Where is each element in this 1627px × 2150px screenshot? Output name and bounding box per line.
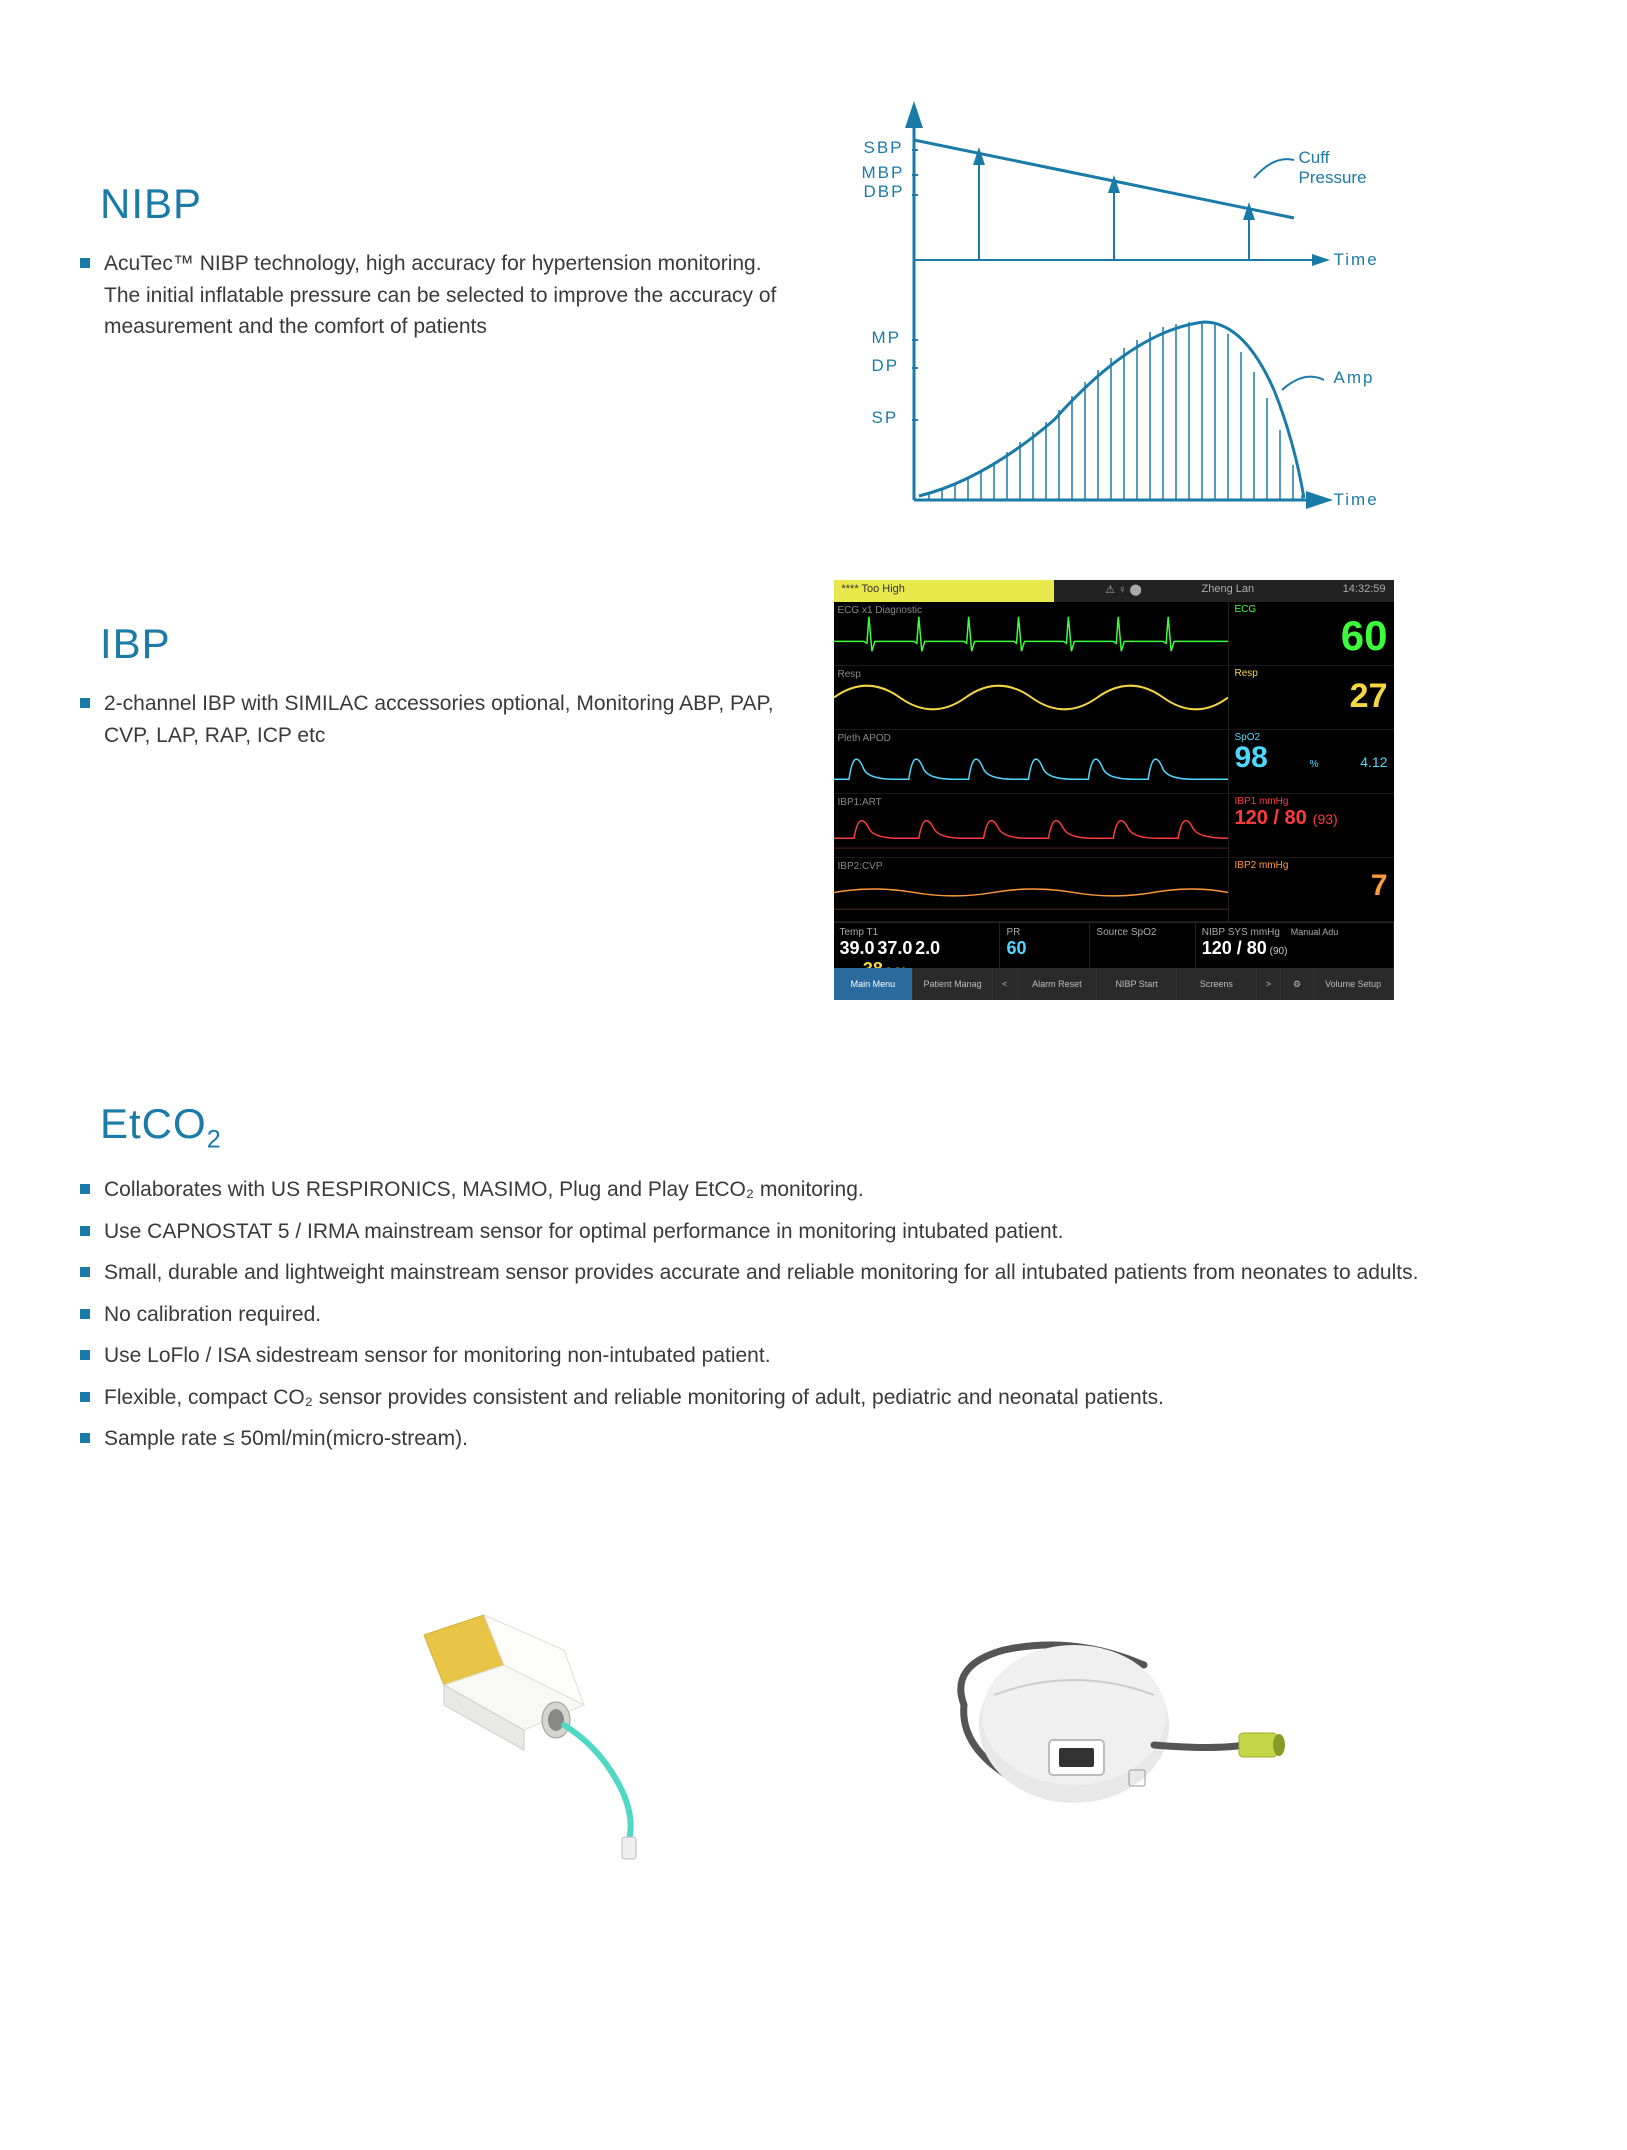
chart-label-dbp: DBP [864, 182, 905, 202]
etco2-bullet-5: Flexible, compact CO₂ sensor provides co… [80, 1382, 1547, 1414]
chart-label-dp: DP [872, 356, 900, 376]
loflo-sensor-illustration [874, 1575, 1294, 1875]
nibp-bullet-0: AcuTec™ NIBP technology, high accuracy f… [80, 248, 794, 343]
chart-label-sp: SP [872, 408, 899, 428]
nibp-title: NIBP [100, 180, 794, 228]
menu-volume[interactable]: Volume Setup [1314, 968, 1394, 1000]
patient-monitor: **** Too High ⚠ ♀ ⬤ Zheng Lan 14:32:59 E… [834, 580, 1394, 1000]
num-ecg: ECG 60 [1229, 602, 1394, 666]
etco2-bullet-list: Collaborates with US RESPIRONICS, MASIMO… [80, 1174, 1547, 1455]
menu-patient[interactable]: Patient Manag [913, 968, 993, 1000]
chart-label-cuff: Cuff Pressure [1299, 148, 1394, 188]
menu-main[interactable]: Main Menu [834, 968, 914, 1000]
nibp-chart-column: SBP MBP DBP MP DP SP Cuff Pressure Time … [834, 100, 1548, 520]
wave-resp: Resp [834, 666, 1228, 730]
num-resp: Resp 27 [1229, 666, 1394, 730]
chart-label-amp: Amp [1334, 368, 1375, 388]
menu-settings-icon[interactable]: ⚙ [1281, 968, 1313, 1000]
bottom-pr: PR 60 [1000, 923, 1090, 968]
monitor-time: 14:32:59 [1314, 580, 1394, 602]
etco2-section: EtCO2 Collaborates with US RESPIRONICS, … [80, 1100, 1547, 1875]
sensor-illustrations [80, 1575, 1547, 1875]
top-icons: ⚠ ♀ ⬤ [1054, 580, 1194, 602]
irma-sensor-illustration [334, 1575, 754, 1875]
etco2-bullet-6: Sample rate ≤ 50ml/min(micro-stream). [80, 1423, 1547, 1455]
menu-nibp-start[interactable]: NIBP Start [1097, 968, 1177, 1000]
patient-name: Zheng Lan [1194, 580, 1314, 602]
chart-label-time1: Time [1334, 250, 1379, 270]
etco2-bullet-3: No calibration required. [80, 1299, 1547, 1331]
num-ibp2: IBP2 mmHg 7 [1229, 858, 1394, 922]
waveform-column: ECG x1 Diagnostic Resp Ple [834, 602, 1229, 922]
bottom-temp: Temp T1 39.0 37.0 2.0 CO2 38 3 20 [834, 923, 1001, 968]
wave-ibp1: IBP1:ART [834, 794, 1228, 858]
menu-next[interactable]: > [1257, 968, 1282, 1000]
num-ibp1: IBP1 mmHg 120 / 80 (93) [1229, 794, 1394, 858]
bottom-source: Source SpO2 [1090, 923, 1195, 968]
etco2-title: EtCO2 [100, 1100, 1547, 1154]
chart-label-mp: MP [872, 328, 902, 348]
chart-label-time2: Time [1334, 490, 1379, 510]
num-spo2: SpO2 98 % 4.12 [1229, 730, 1394, 794]
nibp-section: NIBP AcuTec™ NIBP technology, high accur… [80, 100, 1547, 520]
monitor-bottom-row: Temp T1 39.0 37.0 2.0 CO2 38 3 20 PR 60 [834, 922, 1394, 968]
wave-ibp2: IBP2:CVP [834, 858, 1228, 922]
bottom-nibp: NIBP SYS mmHg Manual Adu 120 / 80 (90) [1196, 923, 1394, 968]
chart-label-mbp: MBP [862, 163, 905, 183]
alarm-message: **** Too High [834, 580, 1054, 602]
ibp-text-column: IBP 2-channel IBP with SIMILAC accessori… [80, 580, 794, 761]
menu-prev[interactable]: < [993, 968, 1018, 1000]
menu-screens[interactable]: Screens [1177, 968, 1257, 1000]
ibp-section: IBP 2-channel IBP with SIMILAC accessori… [80, 580, 1547, 1000]
menu-alarm-reset[interactable]: Alarm Reset [1018, 968, 1098, 1000]
wave-ecg: ECG x1 Diagnostic [834, 602, 1228, 666]
nibp-bullet-list: AcuTec™ NIBP technology, high accuracy f… [80, 248, 794, 343]
etco2-bullet-2: Small, durable and lightweight mainstrea… [80, 1257, 1547, 1289]
ibp-bullet-list: 2-channel IBP with SIMILAC accessories o… [80, 688, 794, 751]
monitor-topbar: **** Too High ⚠ ♀ ⬤ Zheng Lan 14:32:59 [834, 580, 1394, 602]
monitor-menubar: Main Menu Patient Manag < Alarm Reset NI… [834, 968, 1394, 1000]
ibp-monitor-column: **** Too High ⚠ ♀ ⬤ Zheng Lan 14:32:59 E… [834, 580, 1548, 1000]
etco2-bullet-0: Collaborates with US RESPIRONICS, MASIMO… [80, 1174, 1547, 1206]
ibp-title: IBP [100, 620, 794, 668]
etco2-bullet-1: Use CAPNOSTAT 5 / IRMA mainstream sensor… [80, 1216, 1547, 1248]
numeric-column: ECG 60 Resp 27 SpO2 98 % 4.12 [1229, 602, 1394, 922]
nibp-chart: SBP MBP DBP MP DP SP Cuff Pressure Time … [834, 100, 1394, 520]
wave-pleth: Pleth APOD [834, 730, 1228, 794]
ibp-bullet-0: 2-channel IBP with SIMILAC accessories o… [80, 688, 794, 751]
etco2-bullet-4: Use LoFlo / ISA sidestream sensor for mo… [80, 1340, 1547, 1372]
chart-label-sbp: SBP [864, 138, 904, 158]
nibp-text-column: NIBP AcuTec™ NIBP technology, high accur… [80, 100, 794, 353]
